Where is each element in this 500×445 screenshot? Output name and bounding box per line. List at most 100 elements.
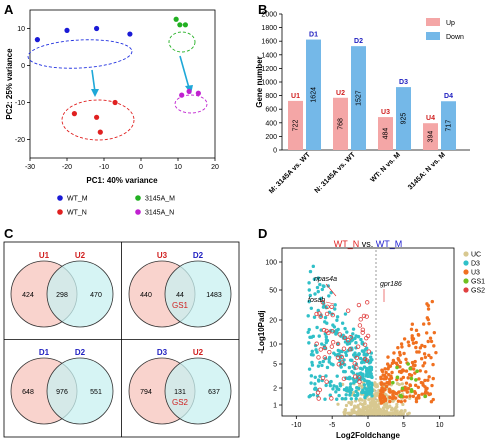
volcano-point-d3 <box>340 321 345 325</box>
venn-right-label: U2 <box>193 348 204 357</box>
volcano-point-d3 <box>366 374 370 379</box>
volcano-point-u3 <box>414 345 418 350</box>
volcano-point-gs2 <box>335 341 341 347</box>
volcano-point-gs2 <box>318 347 323 352</box>
volcano-point-gs1 <box>395 375 400 380</box>
volcano-point-u3 <box>432 344 436 348</box>
volcano-point-u3 <box>398 365 402 369</box>
volcano-point-d3 <box>313 387 317 391</box>
volcano-point-u3 <box>390 390 394 394</box>
pca-x-tick-label: 20 <box>211 164 219 171</box>
volcano-point-gs2 <box>314 311 319 317</box>
volcano-point-u3 <box>418 369 422 373</box>
volcano-point-d3 <box>314 348 318 352</box>
volcano-point-u3 <box>396 356 400 361</box>
venn-right-only-count: 1483 <box>206 292 222 299</box>
volcano-point-uc <box>390 406 394 410</box>
volcano-point-uc <box>398 412 402 416</box>
volcano-point-u3 <box>426 339 430 344</box>
pca-point <box>112 99 118 106</box>
volcano-legend-marker <box>463 251 469 257</box>
bar-legend-swatch <box>426 32 440 40</box>
volcano-legend-marker <box>463 269 469 275</box>
bar-y-tick-label: 600 <box>265 107 277 114</box>
volcano-point-d3 <box>309 374 314 378</box>
volcano-point-uc <box>372 397 376 401</box>
volcano-point-u3 <box>423 344 427 349</box>
volcano-point-uc <box>379 412 383 416</box>
bar-y-tick-label: 200 <box>265 134 277 141</box>
volcano-point-u3 <box>410 360 415 365</box>
volcano-point-u3 <box>422 352 427 356</box>
volcano-point-gs2 <box>341 346 347 351</box>
volcano-point-gs1 <box>414 378 418 382</box>
volcano-point-u3 <box>380 368 384 372</box>
pca-legend-marker <box>135 209 141 215</box>
volcano-point-d3 <box>351 353 356 357</box>
volcano-point-d3 <box>335 397 339 401</box>
volcano-point-d3 <box>335 315 340 319</box>
volcano-point-gs2 <box>316 396 321 401</box>
wt-m-cluster-ellipse <box>27 39 133 69</box>
volcano-x-tick-label: 10 <box>436 422 444 429</box>
venn-overlap-count: 298 <box>56 292 68 299</box>
venn-right-circle <box>46 357 114 425</box>
volcano-point-d3 <box>316 276 321 280</box>
volcano-point-u3 <box>406 340 411 344</box>
volcano-point-d3 <box>344 350 348 355</box>
pca-point <box>97 129 103 135</box>
volcano-point-uc <box>350 408 354 412</box>
bar-group-label: D1 <box>309 32 318 39</box>
volcano-point-u3 <box>385 362 390 366</box>
volcano-point-u3 <box>425 302 429 306</box>
volcano-point-gs1 <box>406 362 410 366</box>
volcano-point-d3 <box>325 365 330 370</box>
volcano-point-d3 <box>324 335 328 339</box>
pca-x-tick-label: -20 <box>62 164 72 171</box>
volcano-point-d3 <box>316 364 321 368</box>
volcano-legend: UC D3 U3 GS1 GS2 <box>463 251 485 295</box>
volcano-point-gs2 <box>347 347 353 352</box>
venn-left-only-count: 440 <box>140 292 152 299</box>
volcano-point-d3 <box>369 373 373 377</box>
volcano-point-u3 <box>403 399 407 403</box>
pca-x-tick-label: 0 <box>139 164 143 171</box>
pca-points <box>34 16 201 135</box>
venn-overlap-count: 131 <box>174 389 186 396</box>
volcano-point-u3 <box>410 322 415 326</box>
volcano-point-d3 <box>329 379 333 384</box>
volcano-point-uc <box>388 404 392 408</box>
volcano-point-d3 <box>318 282 322 287</box>
volcano-point-u3 <box>413 383 418 388</box>
volcano-point-u3 <box>407 343 411 348</box>
volcano-point-gs2 <box>360 330 365 335</box>
volcano-point-gs2 <box>316 355 321 360</box>
pca-legend: WT_M WT_N 3145A_M 3145A_N <box>57 195 175 217</box>
volcano-point-u3 <box>409 327 414 331</box>
volcano-point-d3 <box>337 393 341 398</box>
volcano-point-uc <box>388 412 392 416</box>
volcano-point-gs1 <box>408 366 412 371</box>
pca-point <box>64 27 70 33</box>
volcano-point-u3 <box>432 330 437 335</box>
volcano-point-d3 <box>307 288 311 292</box>
venn-left-label: D3 <box>157 348 168 357</box>
volcano-point-d3 <box>369 386 374 391</box>
wt-shift-arrow <box>91 69 96 93</box>
bar-legend-swatch <box>426 18 440 26</box>
volcano-point-d3 <box>332 384 336 388</box>
volcano-point-uc <box>365 406 369 410</box>
volcano-point-d3 <box>317 334 321 338</box>
venn-diagrams: U1 U2 424 298 470 U3 D2 440 44 1483 GS1 D1 D2 648 976 5… <box>3 241 240 438</box>
volcano-point-u3 <box>396 399 401 403</box>
volcano-point-d3 <box>356 392 360 396</box>
volcano-point-u3 <box>396 345 400 350</box>
venn-right-label: D2 <box>193 251 204 260</box>
volcano-point-d3 <box>362 383 367 387</box>
pca-y-tick-label: 0 <box>21 63 25 70</box>
volcano-point-gs2 <box>340 360 345 365</box>
volcano-point-d3 <box>327 294 331 298</box>
volcano-point-u3 <box>423 378 427 383</box>
pca-point <box>173 16 179 22</box>
